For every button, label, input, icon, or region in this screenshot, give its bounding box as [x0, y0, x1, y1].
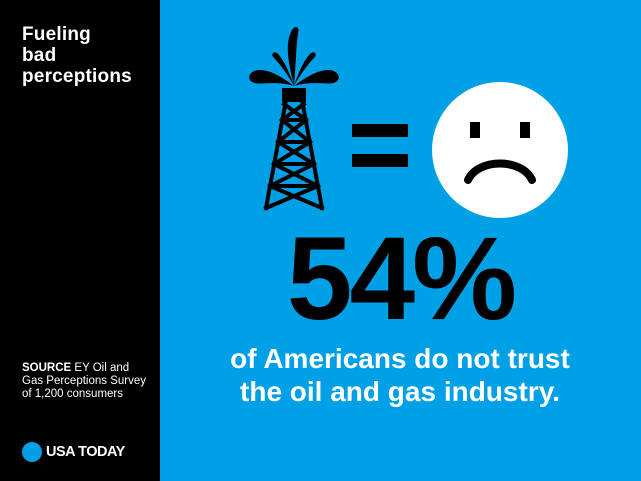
sidebar: Fueling bad perceptions SOURCE EY Oil an…: [0, 0, 160, 481]
sad-face-icon: [432, 82, 568, 218]
main-panel: 54% of Americans do not trust the oil an…: [160, 0, 641, 481]
stat-percent: 54%: [286, 213, 517, 345]
source-text: EY Oil and Gas Perceptions Survey of 1,2…: [22, 362, 147, 400]
brand-name: USA TODAY: [46, 444, 125, 460]
title-line-2: bad: [22, 45, 57, 66]
equals-icon: [352, 124, 408, 167]
usa-today-dot-icon: [22, 442, 42, 462]
title-line-3: perceptions: [22, 66, 132, 87]
title-line-1: Fueling: [22, 24, 91, 45]
source-label: SOURCE: [22, 362, 72, 374]
page-title: Fueling bad perceptions: [22, 24, 157, 87]
brand-logo: USA TODAY: [22, 441, 125, 463]
stat-description: of Americans do not trust the oil and ga…: [230, 343, 570, 407]
oil-derrick-icon: [249, 27, 339, 211]
source-note: SOURCE EY Oil and Gas Perceptions Survey…: [22, 362, 152, 401]
